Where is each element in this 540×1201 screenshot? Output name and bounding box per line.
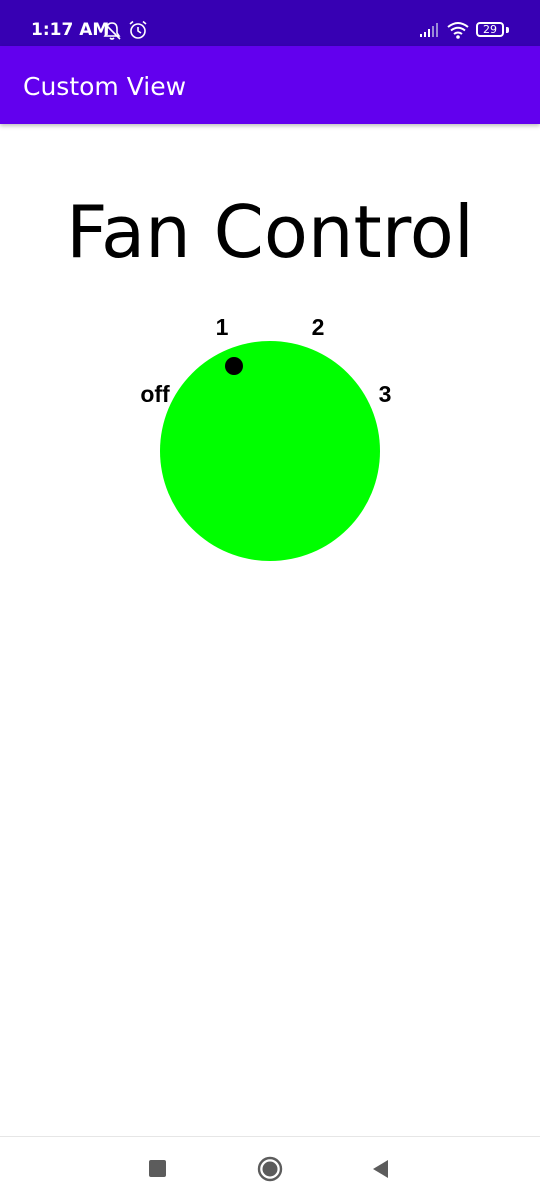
dial-label-1[interactable]: 1 xyxy=(216,314,229,340)
navigation-bar xyxy=(0,1136,540,1201)
fan-dial-svg: off 1 2 3 xyxy=(140,314,392,561)
fan-knob[interactable] xyxy=(160,341,380,561)
dial-label-3[interactable]: 3 xyxy=(379,381,392,407)
battery-icon: 29 xyxy=(476,22,504,37)
status-bar: 1:17 AM 29 xyxy=(0,0,540,46)
signal-icon xyxy=(420,23,438,37)
back-button[interactable] xyxy=(372,1159,390,1179)
dnd-icon xyxy=(103,22,121,40)
app-bar: Custom View xyxy=(0,46,540,124)
status-time: 1:17 AM xyxy=(31,20,110,40)
app-title: Custom View xyxy=(23,72,187,101)
recents-button[interactable] xyxy=(149,1160,166,1177)
wifi-icon xyxy=(447,22,469,39)
knob-indicator-dot xyxy=(225,357,243,375)
page-title: Fan Control xyxy=(66,190,474,274)
battery-tip xyxy=(506,27,509,33)
dial-label-off[interactable]: off xyxy=(140,381,170,407)
home-button[interactable] xyxy=(257,1156,283,1182)
fan-dial-area: off 1 2 3 xyxy=(0,290,540,590)
dial-label-2[interactable]: 2 xyxy=(312,314,325,340)
alarm-icon xyxy=(129,20,147,39)
